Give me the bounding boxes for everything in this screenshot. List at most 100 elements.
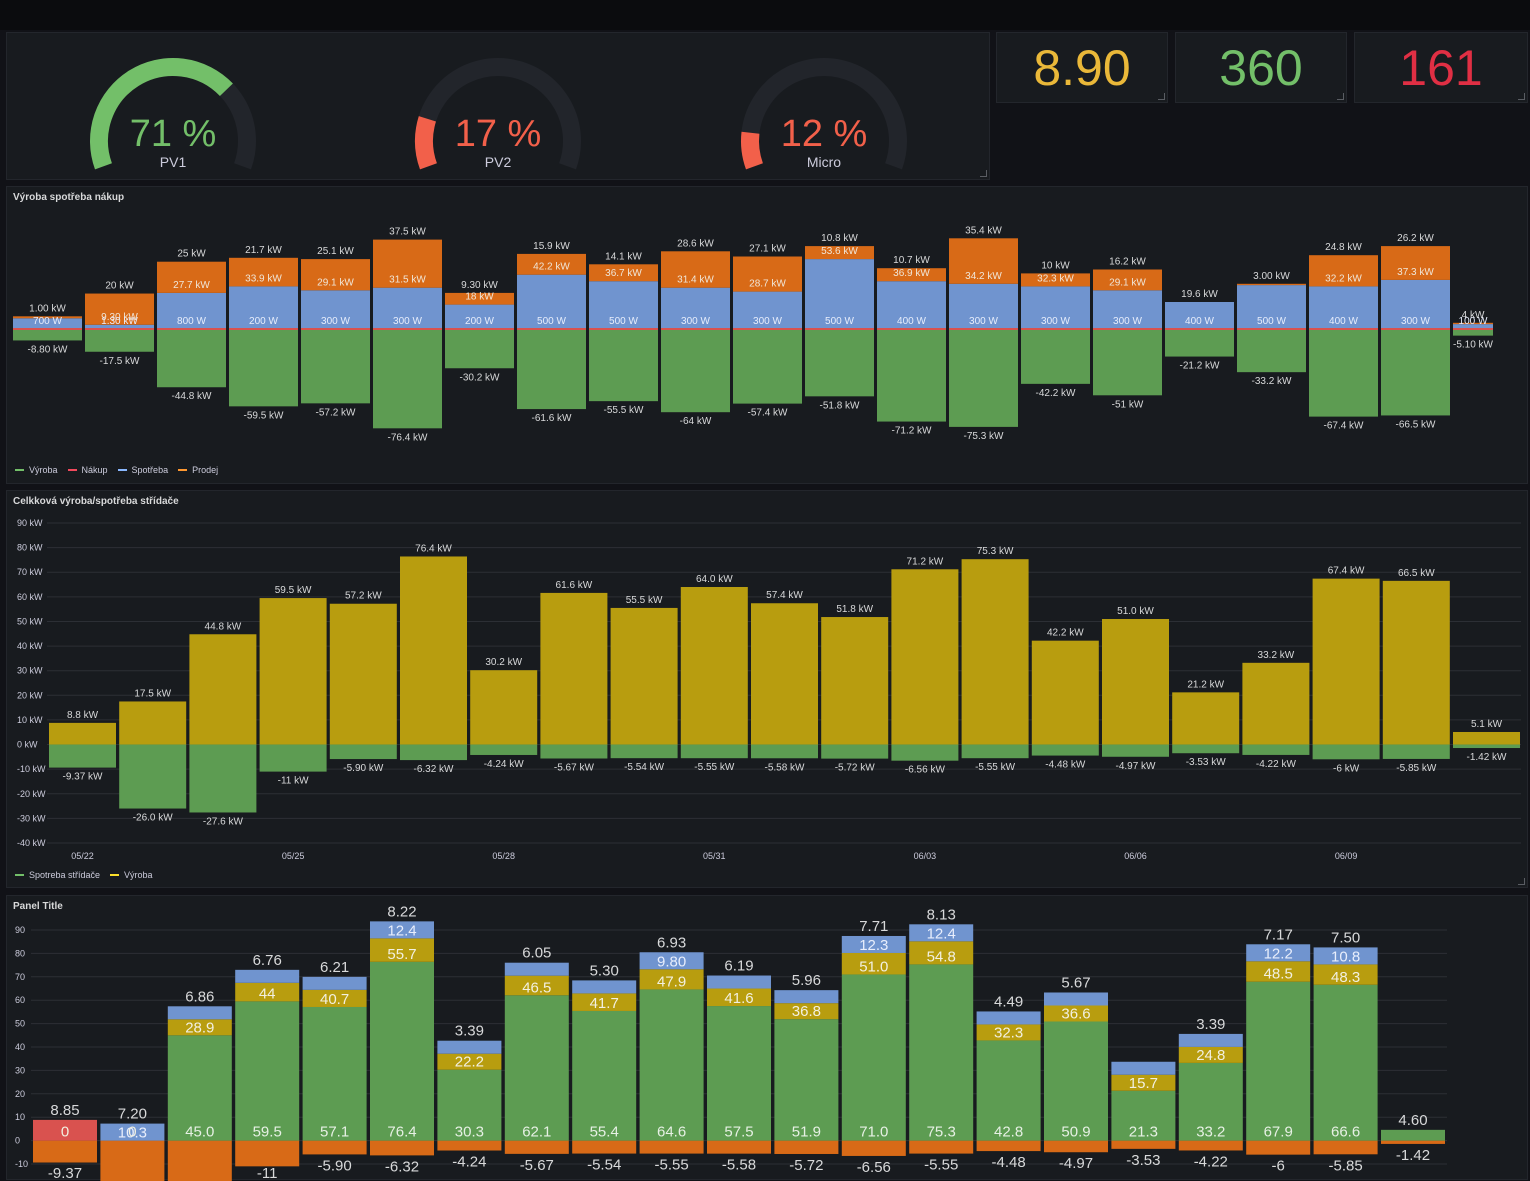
nakup-bar: [445, 328, 514, 330]
legend-item[interactable]: Prodej: [178, 465, 218, 475]
prodej-label: 9.30 kW: [101, 312, 138, 323]
green-label: 67.9: [1264, 1124, 1293, 1141]
panel-resize-handle[interactable]: [1158, 93, 1165, 100]
vyroba-bar: [1165, 329, 1234, 357]
vyroba-bar: [229, 329, 298, 407]
prodej-label: 53.6 kW: [821, 246, 858, 257]
stat-panel-3[interactable]: 161: [1354, 32, 1528, 103]
nakup-bar: [1309, 328, 1378, 330]
y-tick-label: 90 kW: [17, 518, 43, 528]
panel-title[interactable]: Výroba spotřeba nákup: [13, 192, 125, 203]
negative-bar: [909, 1140, 974, 1154]
vyroba-bar: [157, 329, 226, 388]
stat-panel-2[interactable]: 360: [1175, 32, 1347, 103]
bar-top-label: 4.49: [994, 993, 1023, 1010]
blue-segment: [167, 1006, 232, 1020]
x-tick-label: 05/31: [703, 851, 726, 861]
yellow-label: 24.8: [1196, 1047, 1225, 1064]
nakup-bar: [517, 328, 586, 330]
spotreba-bar: [373, 287, 442, 328]
spotreba-label: 100 W: [1459, 316, 1488, 327]
vyroba-label: -44.8 kW: [171, 391, 212, 402]
yellow-segment: [841, 952, 906, 975]
panel-title[interactable]: Panel Title: [13, 901, 63, 912]
spotreba-label: 300 W: [1113, 316, 1142, 327]
green-segment: [841, 974, 906, 1141]
prodej-label: 33.9 kW: [245, 273, 282, 284]
bar-top-label: 6.05: [522, 945, 551, 962]
panel-title[interactable]: Celkková výroba/spotřeba střídače: [13, 496, 179, 507]
negative-bar: [1381, 1140, 1445, 1144]
negative-label: -5.55: [924, 1157, 958, 1174]
nakup-bar: [1381, 328, 1450, 330]
prodej-bar: [13, 316, 82, 319]
blue-label: 10.3: [118, 1125, 147, 1142]
blue-segment: [1246, 944, 1311, 962]
vyroba-bar: [1102, 619, 1169, 745]
legend-item[interactable]: Spotřeba: [117, 465, 168, 475]
negative-bar: [841, 1140, 906, 1156]
legend-item[interactable]: Nákup: [67, 465, 108, 475]
y-tick-label: -30 kW: [17, 813, 46, 823]
stat-panel-1[interactable]: 8.90: [996, 32, 1168, 103]
spotreba-bar: [805, 259, 874, 328]
spotreba-label: -26.0 kW: [133, 813, 174, 824]
legend-label: Výroba: [124, 870, 153, 880]
chart-2-svg: 90 kW 80 kW 70 kW 60 kW 50 kW 40 kW 30 kW 20 kW…: [17, 518, 1521, 861]
prodej-bar: [1453, 322, 1493, 325]
yellow-segment: [639, 969, 704, 990]
spotreba-label: -6.56 kW: [905, 765, 946, 776]
panel-resize-handle[interactable]: [1337, 93, 1344, 100]
vyroba-label: -30.2 kW: [459, 372, 500, 383]
stat-value: 8.90: [1033, 40, 1131, 96]
legend-item[interactable]: Spotreba střídače: [15, 870, 100, 880]
negative-bar: [1178, 1140, 1243, 1151]
y-tick-label: -20 kW: [17, 789, 46, 799]
gauge-value: 12 %: [781, 113, 868, 155]
spotreba-label: -11 kW: [278, 776, 309, 787]
spotreba-label: -5.85 kW: [1396, 763, 1437, 774]
prodej-label: 32.3 kW: [1037, 273, 1074, 284]
y-tick-label: 70: [15, 972, 25, 982]
spotreba-bar: [891, 744, 959, 761]
green-label: 62.1: [522, 1124, 551, 1141]
vyroba-label: -8.80 kW: [27, 344, 68, 355]
yellow-label: 0: [128, 1124, 136, 1141]
bar-top-label: 5.30: [590, 962, 619, 979]
chart-legend: Výroba Nákup Spotřeba Prodej: [15, 465, 218, 475]
negative-bar: [1111, 1140, 1176, 1149]
prodej-bar: [85, 293, 154, 325]
yellow-label: 41.7: [590, 995, 619, 1012]
spotreba-bar: [1031, 744, 1099, 756]
legend-item[interactable]: Výroba: [15, 465, 58, 475]
panel-resize-handle[interactable]: [980, 170, 987, 177]
vyroba-bar: [373, 329, 442, 429]
spotreba-bar: [751, 744, 818, 759]
blue-segment: [1313, 947, 1378, 965]
negative-label: -6: [1272, 1158, 1285, 1175]
yellow-segment: [302, 989, 367, 1007]
vyroba-label: 51.0 kW: [1117, 606, 1154, 617]
vyroba-bar: [961, 559, 1029, 745]
panel-resize-handle[interactable]: [1518, 93, 1525, 100]
spotreba-label: 200 W: [249, 316, 278, 327]
spotreba-label: 300 W: [393, 316, 422, 327]
yellow-label: 51.0: [859, 958, 888, 975]
negative-bar: [33, 1140, 97, 1163]
bar-top-label: 16.2 kW: [1109, 257, 1146, 268]
bar-top-label: 25 kW: [177, 249, 206, 260]
blue-segment: [909, 924, 974, 942]
green-label: 45.0: [185, 1124, 214, 1141]
bar-top-label: 9.30 kW: [461, 280, 498, 291]
negative-bar: [167, 1140, 232, 1181]
panel-resize-handle[interactable]: [1518, 878, 1525, 885]
vyroba-label: -75.3 kW: [963, 431, 1004, 442]
legend-item[interactable]: Výroba: [110, 870, 153, 880]
spotreba-bar: [85, 324, 154, 328]
vyroba-label: 64.0 kW: [696, 574, 733, 585]
bar-top-label: 8.22: [387, 903, 416, 920]
green-segment: [370, 961, 434, 1141]
y-tick-label: 10 kW: [17, 715, 43, 725]
y-tick-label: -40 kW: [17, 838, 46, 848]
prodej-label: 36.9 kW: [893, 268, 930, 279]
